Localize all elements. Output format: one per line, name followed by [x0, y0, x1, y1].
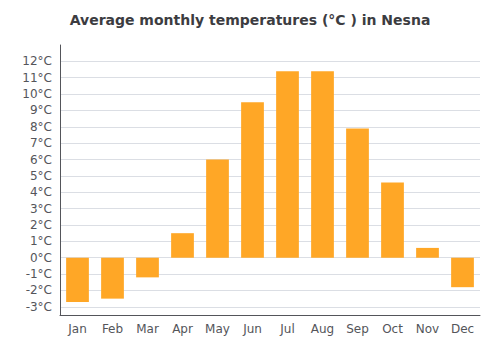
svg-text:1°C: 1°C — [30, 234, 52, 248]
svg-text:Average monthly temperatures (: Average monthly temperatures (°C ) in Ne… — [70, 12, 431, 28]
svg-text:3°C: 3°C — [30, 202, 52, 216]
svg-text:Jul: Jul — [279, 322, 294, 336]
svg-text:Dec: Dec — [451, 322, 474, 336]
svg-text:Sep: Sep — [346, 322, 369, 336]
svg-text:11°C: 11°C — [22, 71, 52, 85]
svg-text:Mar: Mar — [136, 322, 159, 336]
svg-text:8°C: 8°C — [30, 120, 52, 134]
svg-text:6°C: 6°C — [30, 153, 52, 167]
svg-text:7°C: 7°C — [30, 136, 52, 150]
svg-text:Jun: Jun — [242, 322, 262, 336]
svg-text:Oct: Oct — [382, 322, 403, 336]
svg-text:Jan: Jan — [67, 322, 87, 336]
svg-text:12°C: 12°C — [22, 54, 52, 68]
svg-text:9°C: 9°C — [30, 103, 52, 117]
svg-text:May: May — [205, 322, 230, 336]
svg-text:Aug: Aug — [311, 322, 334, 336]
svg-text:-1°C: -1°C — [26, 267, 52, 281]
svg-text:Feb: Feb — [102, 322, 123, 336]
svg-text:-2°C: -2°C — [26, 283, 52, 297]
svg-text:10°C: 10°C — [22, 87, 52, 101]
svg-text:Apr: Apr — [172, 322, 193, 336]
svg-text:-3°C: -3°C — [26, 300, 52, 314]
svg-text:0°C: 0°C — [30, 251, 52, 265]
svg-text:2°C: 2°C — [30, 218, 52, 232]
svg-text:4°C: 4°C — [30, 185, 52, 199]
svg-text:5°C: 5°C — [30, 169, 52, 183]
svg-text:Nov: Nov — [416, 322, 439, 336]
